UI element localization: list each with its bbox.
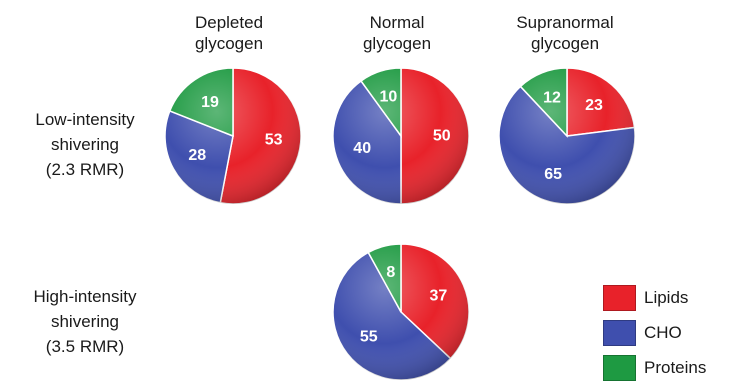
column-header-line: Supranormal [516, 13, 614, 32]
column-header-supranormal: Supranormal glycogen [490, 12, 640, 54]
pie-slice-label-lipids: 50 [433, 128, 451, 145]
row-header-line: Low-intensity [35, 110, 135, 129]
legend-label-proteins: Proteins [644, 357, 707, 377]
column-header-line: glycogen [362, 34, 432, 53]
pie-slice-label-cho: 40 [353, 140, 371, 157]
pie-slice-label-lipids: 37 [430, 287, 448, 304]
pie-chart: 50 40 10 [332, 67, 470, 205]
row-header-line: shivering [50, 135, 120, 154]
column-header-line: glycogen [194, 34, 264, 53]
pie-slice-label-cho: 28 [188, 147, 206, 164]
pie-chart: 23 65 12 [498, 67, 636, 205]
pie-slice-label-lipids: 23 [585, 97, 603, 114]
legend-item-lipids: Lipids [603, 280, 706, 315]
legend-item-cho: CHO [603, 315, 706, 350]
legend-item-proteins: Proteins [603, 350, 706, 385]
legend: Lipids CHO Proteins [603, 280, 706, 385]
pie-slice-label-proteins: 10 [379, 89, 397, 106]
legend-swatch-lipids [603, 284, 636, 311]
legend-swatch-cho [603, 319, 636, 346]
row-header-line: High-intensity [33, 287, 137, 306]
column-header-line: Depleted [194, 13, 264, 32]
pie-chart: 37 55 8 [332, 243, 470, 381]
legend-swatch-proteins [603, 354, 636, 381]
column-header-line: glycogen [530, 34, 600, 53]
row-header-line: (2.3 RMR) [45, 160, 125, 179]
pie-slice-label-cho: 55 [360, 329, 378, 346]
row-header-line: (3.5 RMR) [45, 337, 125, 356]
row-header-line: shivering [50, 312, 120, 331]
pie-slice-label-lipids: 53 [265, 131, 283, 148]
row-header-low-intensity: Low-intensity shivering (2.3 RMR) [0, 107, 170, 182]
pie-slice-label-proteins: 12 [543, 90, 561, 107]
pie-slice-label-proteins: 8 [386, 264, 395, 281]
column-header-line: Normal [369, 13, 425, 32]
pie-slice-label-proteins: 19 [201, 94, 219, 111]
column-header-normal: Normal glycogen [322, 12, 472, 54]
pie-slice-label-cho: 65 [544, 166, 562, 183]
legend-label-lipids: Lipids [644, 287, 689, 307]
row-header-high-intensity: High-intensity shivering (3.5 RMR) [0, 284, 170, 359]
column-header-depleted: Depleted glycogen [154, 12, 304, 54]
pie-chart: 53 28 19 [164, 67, 302, 205]
legend-label-cho: CHO [644, 322, 682, 342]
